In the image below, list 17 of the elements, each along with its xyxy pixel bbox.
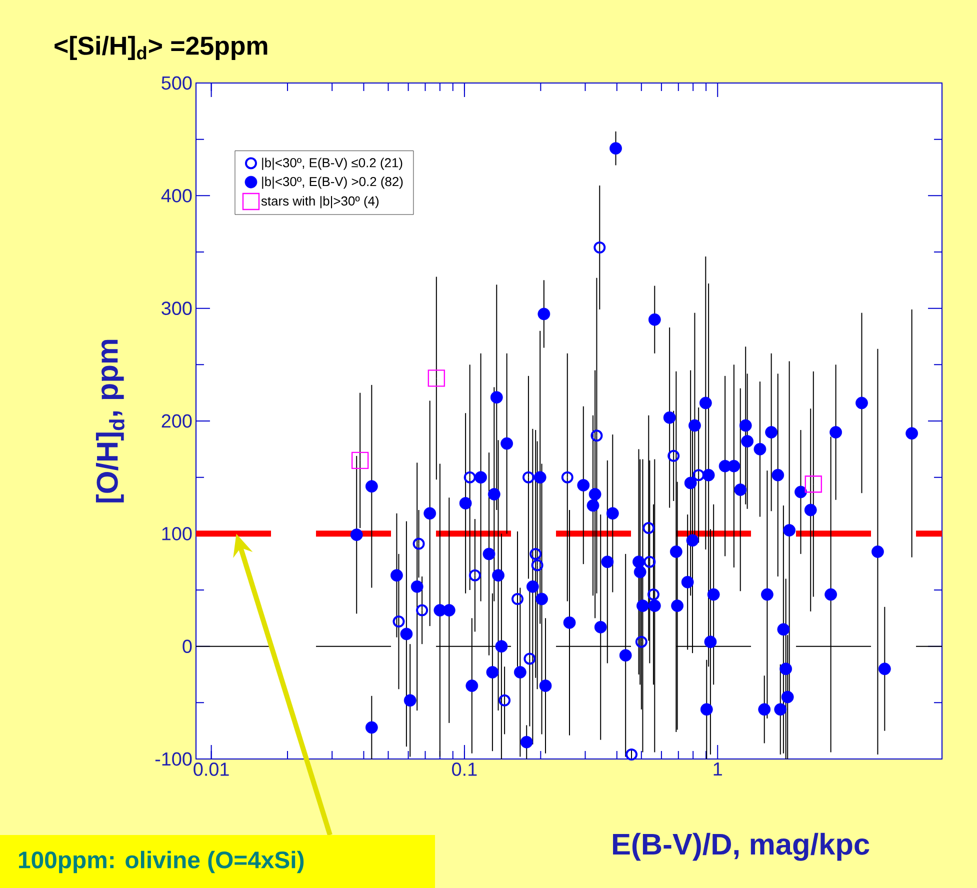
y-tick-label: 500 bbox=[162, 76, 192, 90]
y-tick-label: 400 bbox=[161, 188, 192, 202]
legend-label: |b|<30º, E(B-V) >0.2 (82) bbox=[262, 176, 403, 189]
legend-label: |b|<30º, E(B-V) ≤0.2 (21) bbox=[262, 158, 402, 170]
x-tick-label: 0.1 bbox=[452, 762, 477, 776]
x-tick-label: 1 bbox=[714, 762, 722, 776]
x-tick-label: 0.01 bbox=[194, 762, 229, 776]
x-axis-title: E(B-V)/D, mag/kpc bbox=[613, 832, 870, 861]
legend-label: stars with |b|>30º (4) bbox=[261, 196, 379, 208]
text: <[Si/H]$_{d}$> =25ppm bbox=[54, 36, 268, 60]
y-tick-label: 0 bbox=[182, 640, 192, 654]
y-tick-label: -100 bbox=[155, 752, 192, 766]
y-tick-label: 200 bbox=[162, 414, 192, 428]
y-tick-label: 100 bbox=[162, 526, 192, 540]
y-axis-title: [O/H]$_{d}$, ppm bbox=[96, 340, 124, 502]
y-tick-label: 300 bbox=[162, 302, 192, 316]
text: 100ppm: olivine (O=4xSi) bbox=[19, 850, 304, 874]
